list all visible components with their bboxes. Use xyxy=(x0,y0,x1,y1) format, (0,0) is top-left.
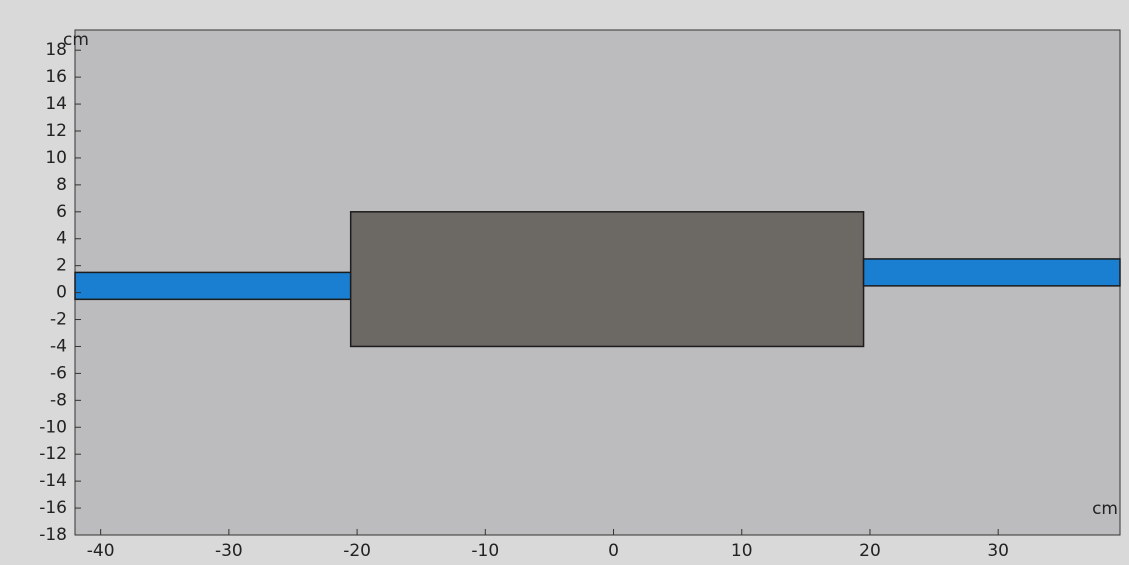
x-tick-label: 20 xyxy=(859,541,881,561)
y-tick-label: 2 xyxy=(56,256,67,276)
y-tick-label: -12 xyxy=(39,444,67,464)
y-tick-label: -10 xyxy=(39,417,67,437)
page: -18-16-14-12-10-8-6-4-2024681012141618-4… xyxy=(0,0,1129,565)
x-tick-label: 10 xyxy=(731,541,753,561)
x-tick-label: -30 xyxy=(215,541,243,561)
x-tick-label: -20 xyxy=(343,541,371,561)
x-tick-label: 0 xyxy=(608,541,619,561)
y-tick-label: 10 xyxy=(45,148,67,168)
x-axis-unit: cm xyxy=(1092,499,1118,519)
y-tick-label: -14 xyxy=(39,471,67,491)
y-tick-label: 12 xyxy=(45,121,67,141)
y-tick-label: 4 xyxy=(56,229,67,249)
y-axis-unit: cm xyxy=(63,30,89,50)
y-tick-label: 14 xyxy=(45,94,67,114)
y-tick-label: 16 xyxy=(45,67,67,87)
x-tick-label: 30 xyxy=(987,541,1009,561)
y-tick-label: 6 xyxy=(56,202,67,222)
y-tick-label: -16 xyxy=(39,498,67,518)
geometry-domain xyxy=(351,212,864,347)
y-tick-label: -8 xyxy=(50,390,67,410)
y-tick-label: 0 xyxy=(56,283,67,303)
geometry-domain xyxy=(75,272,351,299)
y-tick-label: -6 xyxy=(50,363,67,383)
chart: -18-16-14-12-10-8-6-4-2024681012141618-4… xyxy=(0,0,1129,565)
y-tick-label: 8 xyxy=(56,175,67,195)
y-tick-label: -2 xyxy=(50,310,67,330)
geometry-domain xyxy=(864,259,1120,286)
y-tick-label: -18 xyxy=(39,525,67,545)
x-tick-label: -40 xyxy=(87,541,115,561)
x-tick-label: -10 xyxy=(471,541,499,561)
y-tick-label: -4 xyxy=(50,336,67,356)
